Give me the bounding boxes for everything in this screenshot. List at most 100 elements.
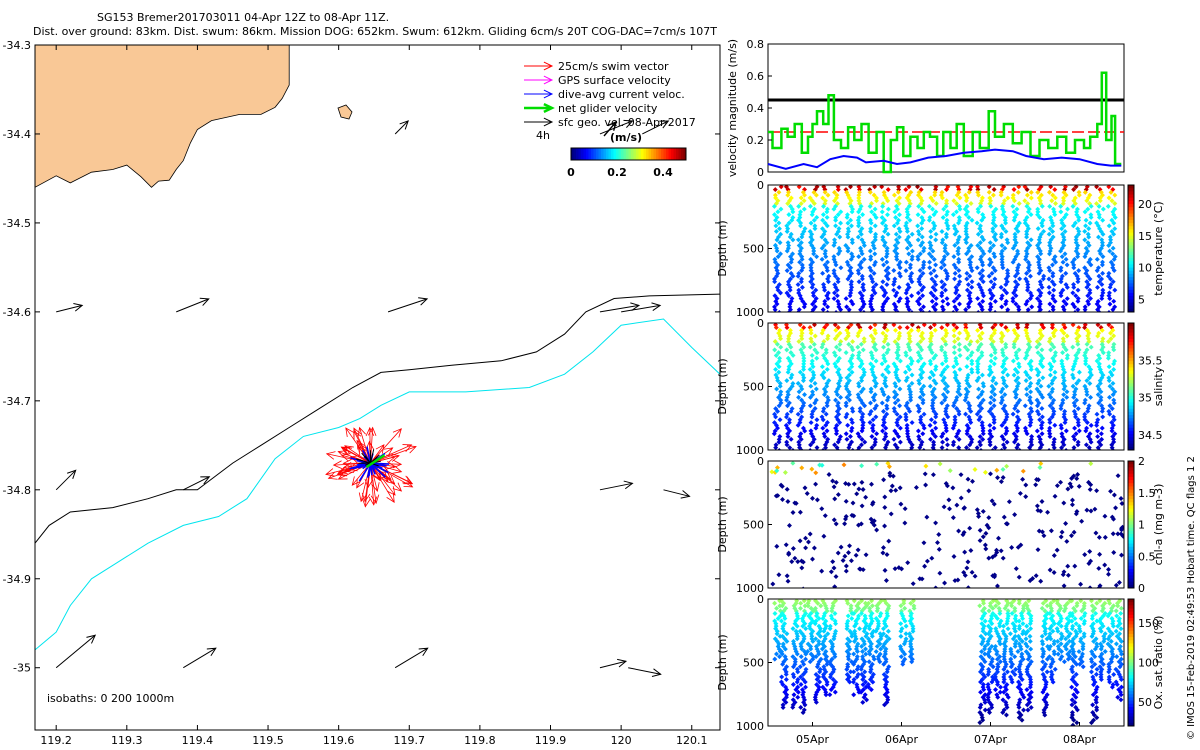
section-colorbar-swatch [1128,277,1134,281]
section-dot [851,651,857,657]
section-dot [808,330,814,336]
section-dot [1088,720,1094,726]
section-dot [799,234,805,240]
section-dot [1078,638,1084,644]
section-dot [883,578,889,583]
geo-velocity-arrow-shaft [628,667,661,675]
section-dot [868,220,874,226]
section-colorbar-swatch [1128,248,1134,253]
section-dot [943,422,949,428]
section-colorbar-swatch [1128,207,1134,211]
section-dot [1040,689,1046,695]
section-dot [998,548,1004,554]
section-dot [953,265,959,271]
section-dot [772,279,778,285]
section-dot [1027,633,1033,639]
section-dot [1110,245,1116,251]
section-colorbar-swatch [1128,678,1134,683]
section-dot [888,488,894,494]
section-dot [809,414,815,420]
section-colorbar-tick: 15 [1138,230,1152,243]
section-dot [843,431,849,437]
section-dot [895,206,900,212]
section-dot [777,383,783,389]
section-dot [807,366,813,372]
section-dot [1058,268,1064,274]
swim-vector-arrow-head [342,458,352,468]
section-dot [988,400,993,406]
section-dot [999,394,1005,400]
section-dot [965,282,971,288]
section-dot [903,414,909,420]
section-dot [932,189,938,195]
section-dot [819,344,825,350]
section-dot [922,471,928,477]
section-dot [999,256,1005,262]
section-dot [1023,631,1029,637]
section-colorbar-swatch [1128,668,1134,673]
section-dot [795,559,801,565]
section-colorbar-label: Ox. sat. ratio (%) [1152,616,1165,710]
section-colorbar-swatch [1128,511,1134,516]
section-colorbar-swatch [1128,713,1134,717]
section-dot [858,265,864,271]
section-dot [852,623,858,629]
section-dot [1074,707,1080,713]
section-dot [1008,664,1014,670]
section-dot [960,532,966,538]
section-dot [843,568,849,574]
section-dot [990,599,996,604]
section-dot [878,646,884,652]
section-dot [863,646,869,652]
section-dot [865,600,871,606]
section-dot [993,223,998,229]
map-xtick-label: 119.3 [111,734,143,747]
section-dot [874,527,880,533]
section-dot [975,209,981,215]
swim-vector-arrow-head [351,476,361,486]
section-dot [955,251,961,257]
section-dot [879,400,885,406]
section-dot [844,386,850,392]
section-dot [920,392,926,398]
section-dot [801,206,807,212]
section-dot [1113,628,1119,634]
section-colorbar-swatch [1128,273,1134,278]
section-dot [832,336,838,342]
section-dot [999,447,1005,450]
section-dot [919,220,925,226]
section-dot [881,477,887,483]
section-dot [1038,508,1044,514]
section-dot [979,641,985,647]
section-dot [975,510,981,516]
section-dot [897,403,903,409]
section-dot [1015,228,1021,234]
section-dot [977,704,983,710]
section-dot [992,347,998,353]
section-dot [861,339,867,345]
section-dot [823,254,829,260]
section-dot [952,242,958,248]
section-dot [989,270,995,276]
section-dot [1108,237,1114,243]
section-dot [880,304,886,310]
section-dot [847,293,853,299]
section-dot [871,656,877,662]
section-dot [1008,656,1014,662]
section-colorbar-swatch [1128,229,1134,234]
section-colorbar-swatch [1128,568,1134,573]
section-dot [956,447,962,450]
section-dot [892,400,898,406]
section-dot [870,279,876,285]
section-dot [784,631,790,637]
section-dot [805,539,811,545]
section-dot [1065,656,1071,662]
section-dot [881,344,886,350]
section-dot [790,664,796,670]
section-dot [870,679,876,685]
section-dot [1061,215,1067,220]
swim-vector-arrow-shaft [370,428,402,464]
scale-arrow [603,120,618,137]
section-dot [919,386,924,392]
section-dot [868,254,874,260]
